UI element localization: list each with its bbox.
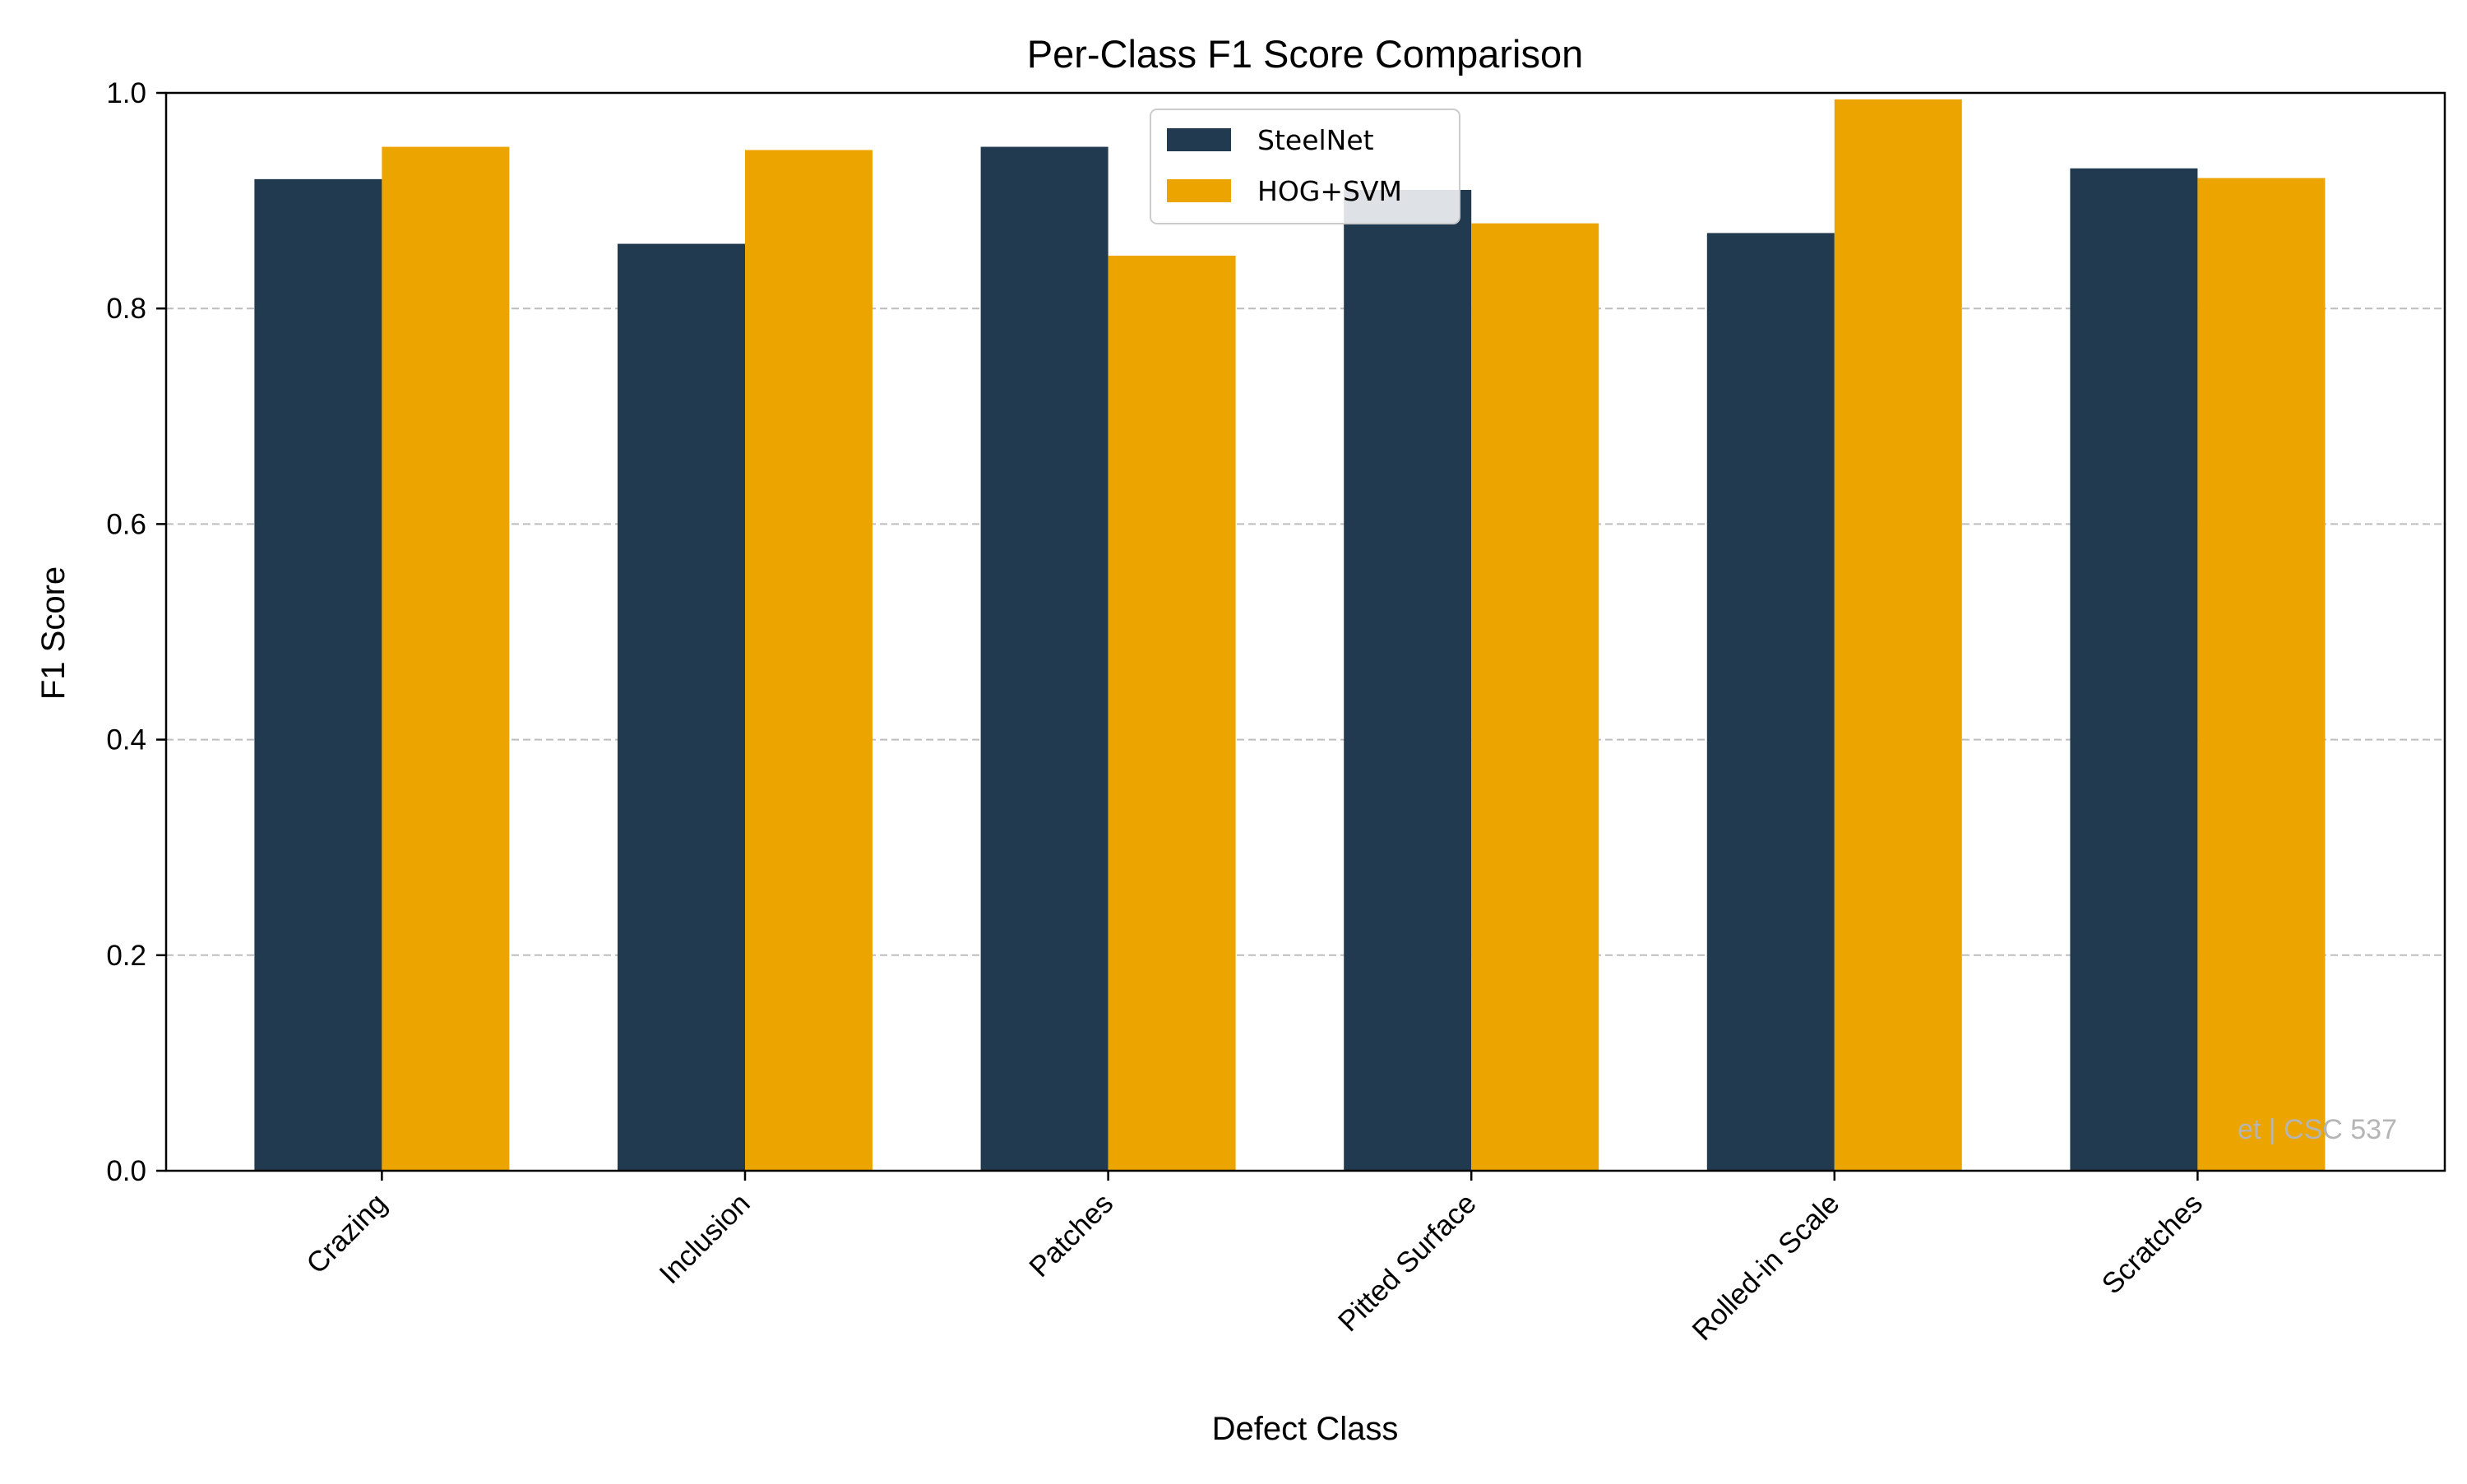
bar-steelnet	[1344, 189, 1472, 1172]
legend-swatch-steelnet	[1167, 128, 1231, 151]
chart-title: Per-Class F1 Score Comparison	[1027, 32, 1584, 76]
y-tick-label: 0.8	[106, 293, 146, 325]
bars	[254, 99, 2326, 1172]
watermark: et | CSC 537	[2238, 1114, 2397, 1145]
bar-hog-svm	[2197, 178, 2326, 1172]
watermark-layer: et | CSC 537	[2238, 1114, 2397, 1145]
y-tick-label: 1.0	[106, 77, 146, 109]
bar-steelnet	[980, 146, 1109, 1171]
bar-hog-svm	[1108, 255, 1236, 1172]
bar-hog-svm	[1471, 223, 1599, 1172]
plot-frame	[164, 91, 2446, 1172]
bar-hog-svm	[1834, 99, 1962, 1172]
y-tick-label: 0.0	[106, 1155, 146, 1187]
bar-hog-svm	[745, 150, 872, 1171]
legend: SteelNet HOG+SVM	[1150, 109, 1460, 224]
legend-label-steelnet: SteelNet	[1257, 124, 1374, 156]
y-tick-label: 0.4	[106, 724, 146, 756]
bar-hog-svm	[382, 146, 510, 1171]
y-axis-title: F1 Score	[35, 566, 72, 700]
bar-steelnet	[2070, 168, 2198, 1171]
legend-label-hog-svm: HOG+SVM	[1257, 175, 1402, 207]
y-tick-label: 0.6	[106, 508, 146, 540]
legend-swatch-hog-svm	[1167, 179, 1231, 202]
x-axis-title: Defect Class	[1212, 1411, 1399, 1447]
bar-steelnet	[618, 243, 745, 1171]
y-tick-label: 0.2	[106, 940, 146, 972]
bar-steelnet	[1706, 233, 1835, 1172]
y-axis-ticks: 0.0 0.2 0.4 0.6 0.8 1.0	[106, 77, 166, 1187]
bar-steelnet	[254, 178, 382, 1171]
